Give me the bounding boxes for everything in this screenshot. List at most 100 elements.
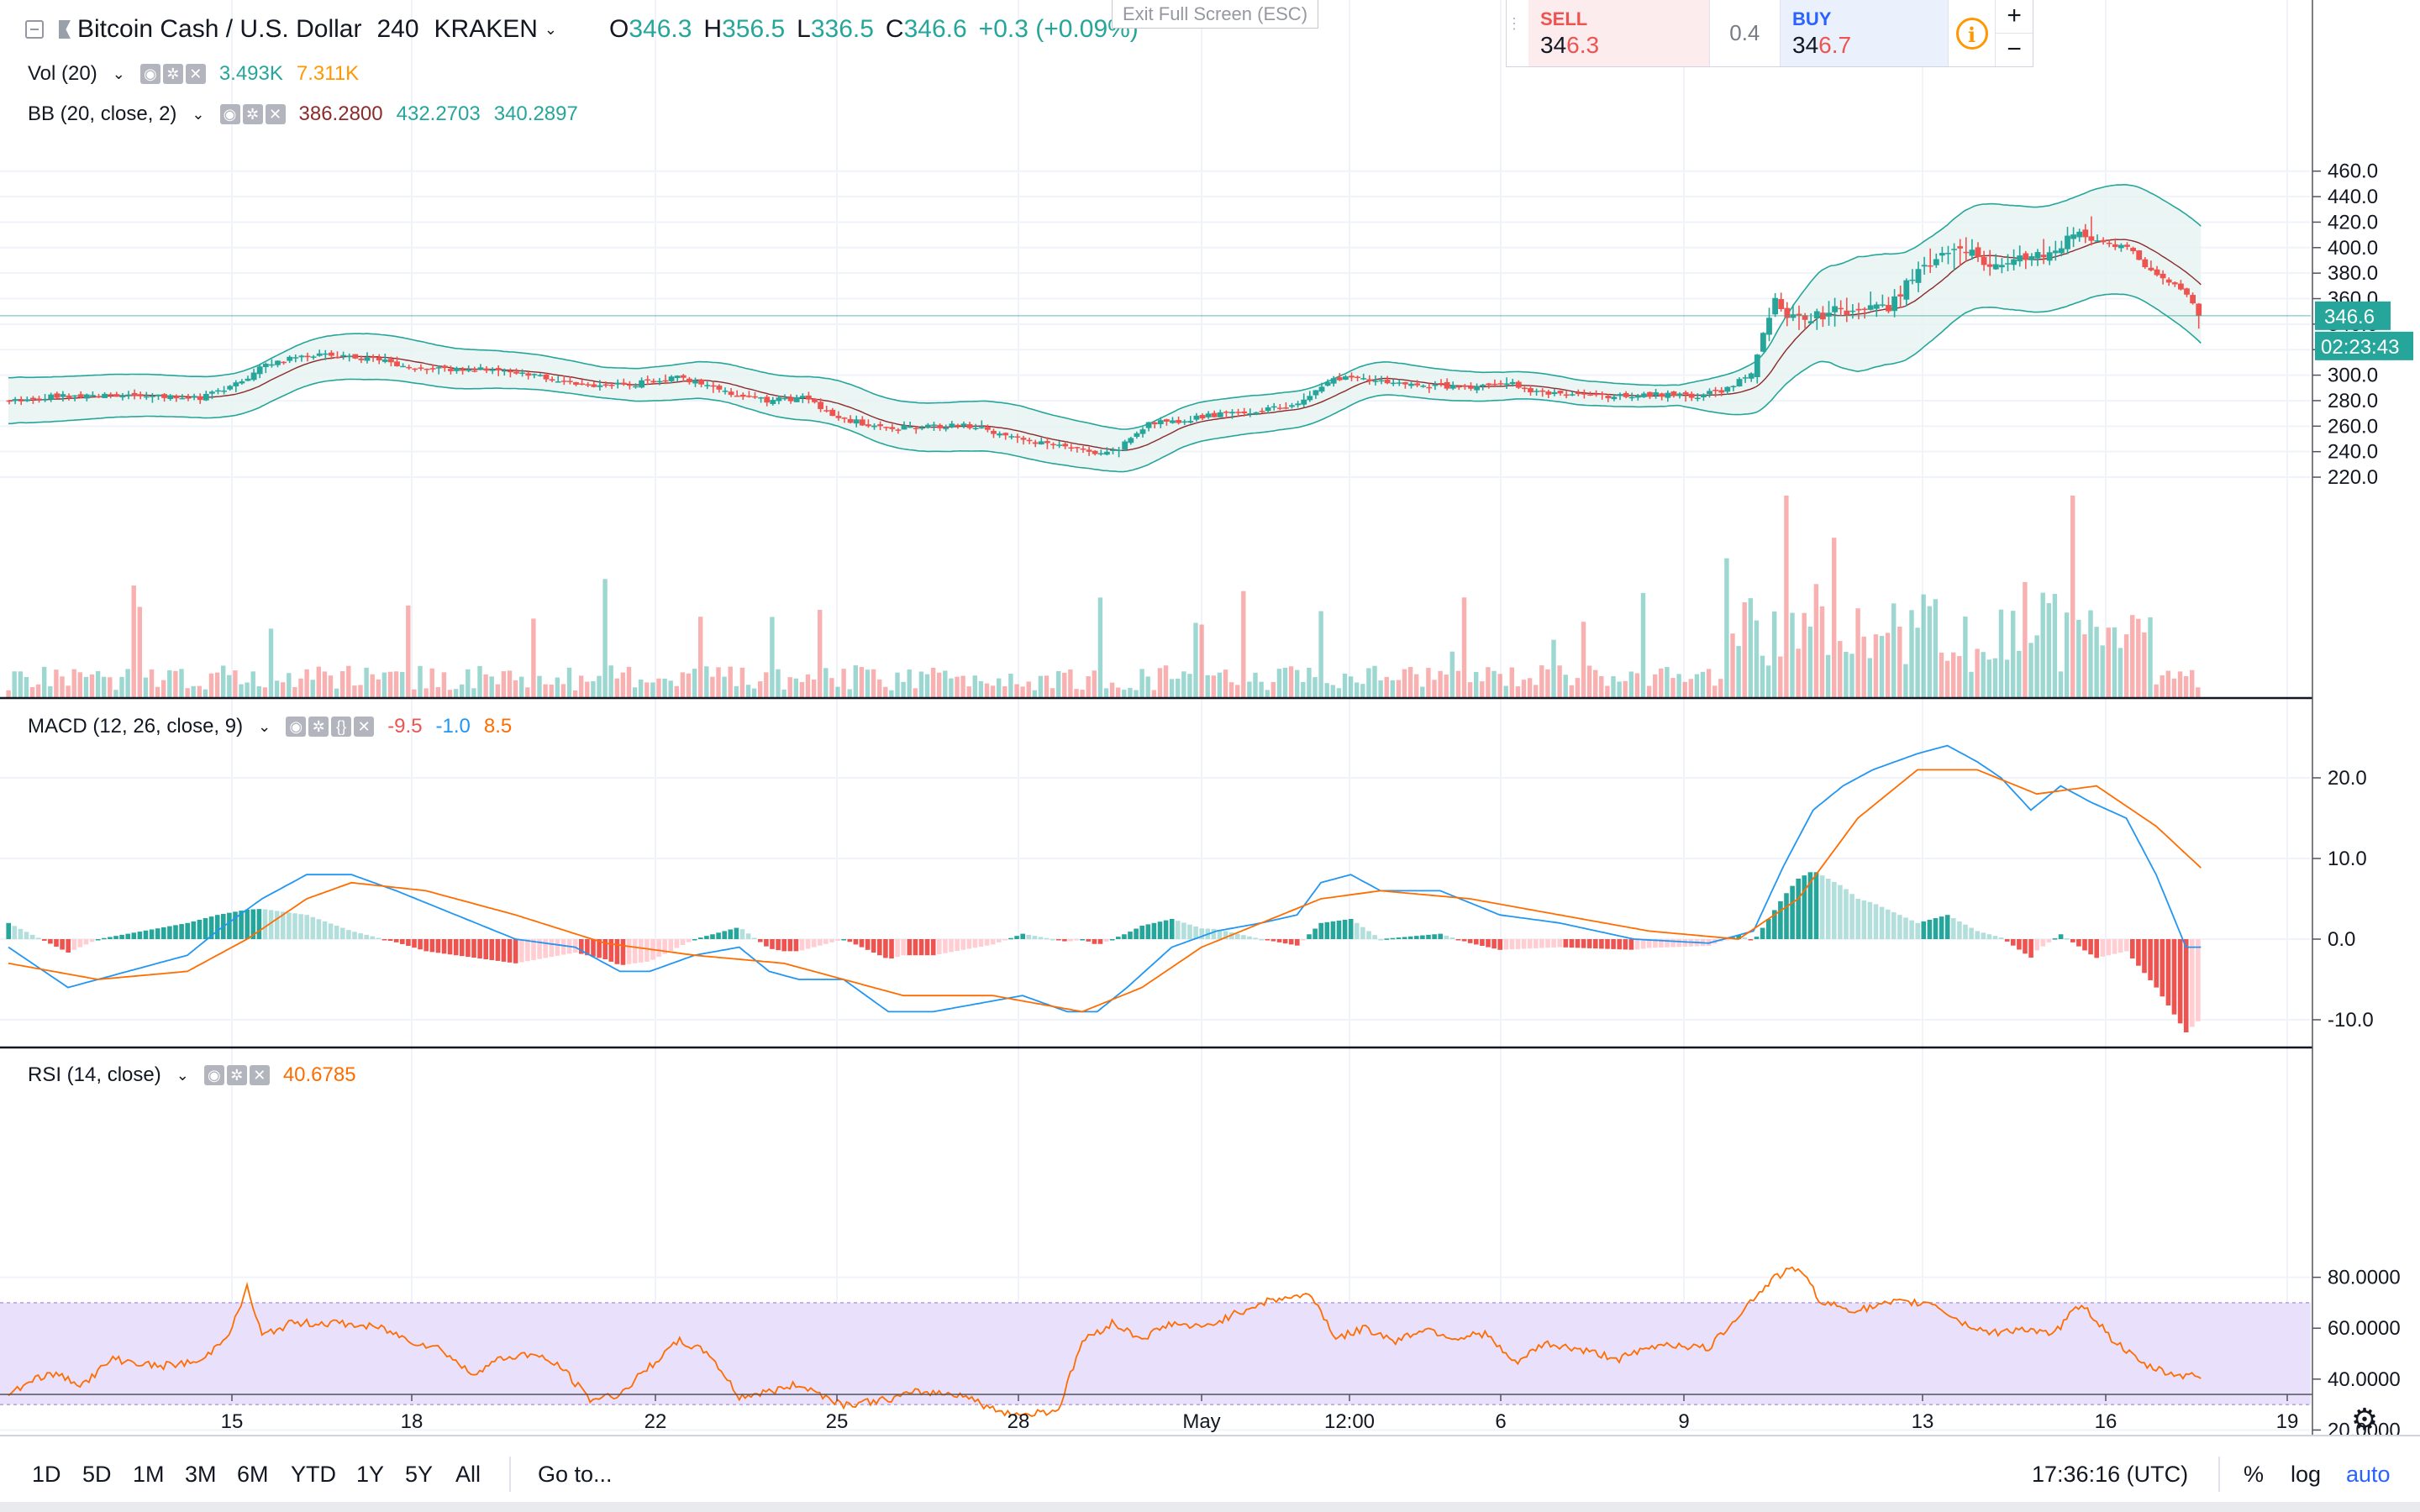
auto-scale-button[interactable]: auto bbox=[2346, 1462, 2391, 1487]
macd-histogram-bar bbox=[2190, 939, 2195, 1027]
macd-histogram-bar bbox=[2023, 939, 2028, 954]
candle-body bbox=[633, 386, 639, 388]
eye-icon[interactable]: ◉ bbox=[139, 64, 160, 84]
macd-histogram-bar bbox=[1467, 939, 1473, 943]
close-icon[interactable]: ✕ bbox=[249, 1065, 270, 1085]
candle-body bbox=[1694, 397, 1701, 400]
macd-histogram-bar bbox=[310, 916, 316, 939]
volume-bar bbox=[978, 680, 984, 697]
timeframe-5d-button[interactable]: 5D bbox=[82, 1462, 112, 1487]
bb-upper-line bbox=[8, 183, 2202, 430]
candle-body bbox=[680, 375, 687, 378]
volume-bar bbox=[1742, 602, 1747, 697]
rsi-label[interactable]: RSI (14, close) bbox=[28, 1063, 161, 1086]
macd-label[interactable]: MACD (12, 26, close, 9) bbox=[28, 715, 244, 738]
candle-body bbox=[245, 378, 251, 381]
volume-label[interactable]: Vol (20) bbox=[28, 62, 97, 85]
settings-gear-icon[interactable]: ⚙ bbox=[2351, 1403, 2378, 1437]
close-icon[interactable]: ✕ bbox=[185, 64, 206, 84]
candle-body bbox=[197, 396, 203, 401]
timeframe-ytd-button[interactable]: YTD bbox=[291, 1462, 336, 1487]
macd-histogram-bar bbox=[1736, 935, 1741, 939]
log-scale-button[interactable]: log bbox=[2291, 1462, 2322, 1487]
close-icon[interactable]: ✕ bbox=[265, 104, 286, 124]
bb-label[interactable]: BB (20, close, 2) bbox=[28, 102, 177, 125]
volume-bar bbox=[602, 579, 608, 697]
volume-bar bbox=[161, 680, 166, 697]
close-icon[interactable]: ✕ bbox=[354, 717, 375, 737]
sell-button[interactable]: SELL 346.3 bbox=[1528, 0, 1709, 66]
timeframe-3m-button[interactable]: 3M bbox=[185, 1462, 217, 1487]
candle-body bbox=[137, 394, 144, 396]
timeframe-1m-button[interactable]: 1M bbox=[133, 1462, 165, 1487]
macd-histogram-bar bbox=[501, 939, 507, 962]
candle-body bbox=[119, 395, 126, 398]
drag-handle-icon[interactable]: ⋮⋮ bbox=[1507, 15, 1537, 32]
volume-bar bbox=[1134, 690, 1139, 697]
macd-histogram-bar bbox=[871, 939, 876, 953]
volume-bar bbox=[1217, 672, 1223, 697]
timeframe-all-button[interactable]: All bbox=[455, 1462, 481, 1487]
volume-bar bbox=[1139, 669, 1144, 697]
symbol-name[interactable]: Bitcoin Cash / U.S. Dollar bbox=[77, 15, 362, 43]
interval-label[interactable]: 240 bbox=[376, 15, 419, 43]
candle-body bbox=[1313, 390, 1319, 396]
candle-body bbox=[537, 375, 544, 376]
info-button[interactable]: i bbox=[1947, 0, 1996, 66]
macd-histogram-bar bbox=[937, 939, 942, 954]
macd-histogram-bar bbox=[543, 939, 548, 958]
flag-icon[interactable] bbox=[59, 20, 71, 39]
chevron-down-icon[interactable]: ⌄ bbox=[544, 20, 557, 38]
chevron-down-icon[interactable]: ⌄ bbox=[258, 717, 271, 735]
eye-icon[interactable]: ◉ bbox=[219, 104, 240, 124]
candle-body bbox=[36, 398, 42, 400]
volume-bar bbox=[2177, 671, 2183, 697]
gear-icon[interactable]: ✲ bbox=[242, 104, 263, 124]
macd-histogram-bar bbox=[102, 937, 107, 940]
candle-body bbox=[1528, 388, 1534, 393]
volume-bar bbox=[597, 675, 602, 697]
utc-clock[interactable]: 17:36:16 (UTC) bbox=[2032, 1462, 2189, 1487]
percent-scale-button[interactable]: % bbox=[2244, 1462, 2265, 1487]
exit-fullscreen-button[interactable]: Exit Full Screen (ESC) bbox=[1112, 0, 1318, 29]
eye-icon[interactable]: ◉ bbox=[203, 1065, 224, 1085]
gear-icon[interactable]: ✲ bbox=[226, 1065, 247, 1085]
macd-histogram-bar bbox=[1897, 915, 1902, 939]
volume-bar bbox=[990, 685, 996, 697]
gear-icon[interactable]: ✲ bbox=[162, 64, 183, 84]
macd-histogram-bar bbox=[1360, 927, 1365, 939]
chevron-down-icon[interactable]: ⌄ bbox=[176, 1066, 189, 1084]
source-code-icon[interactable]: {} bbox=[331, 717, 352, 737]
timeframe-1d-button[interactable]: 1D bbox=[32, 1462, 61, 1487]
collapse-legend-button[interactable] bbox=[25, 20, 44, 39]
exchange-label[interactable]: KRAKEN bbox=[434, 15, 538, 43]
macd-histogram-bar bbox=[698, 937, 703, 939]
minus-button[interactable]: − bbox=[2007, 35, 2022, 63]
volume-bar bbox=[2058, 671, 2064, 697]
volume-bar bbox=[113, 690, 118, 697]
macd-histogram-bar bbox=[2100, 939, 2106, 957]
volume-bar bbox=[245, 682, 250, 697]
eye-icon[interactable]: ◉ bbox=[286, 717, 307, 737]
gear-icon[interactable]: ✲ bbox=[308, 717, 329, 737]
timeframe-5y-button[interactable]: 5Y bbox=[405, 1462, 434, 1487]
candle-body bbox=[1164, 419, 1170, 422]
volume-bar bbox=[1366, 668, 1371, 697]
buy-button[interactable]: BUY 346.7 bbox=[1781, 0, 1948, 66]
candle-body bbox=[454, 368, 460, 371]
plus-button[interactable]: + bbox=[1996, 0, 2033, 34]
chevron-down-icon[interactable]: ⌄ bbox=[112, 65, 125, 82]
volume-bar bbox=[805, 674, 811, 697]
candle-body bbox=[1360, 378, 1367, 380]
macd-histogram-bar bbox=[281, 911, 286, 939]
macd-histogram-bar bbox=[549, 939, 555, 958]
candle-body bbox=[573, 382, 579, 385]
volume-bar bbox=[483, 674, 488, 697]
timeframe-1y-button[interactable]: 1Y bbox=[356, 1462, 385, 1487]
chevron-down-icon[interactable]: ⌄ bbox=[192, 105, 205, 123]
timeframe-6m-button[interactable]: 6M bbox=[237, 1462, 269, 1487]
volume-bar bbox=[125, 669, 130, 697]
goto-button[interactable]: Go to... bbox=[538, 1462, 613, 1487]
volume-legend: Vol (20) ⌄ ◉ ✲ ✕ 3.493K 7.311K bbox=[28, 62, 372, 86]
